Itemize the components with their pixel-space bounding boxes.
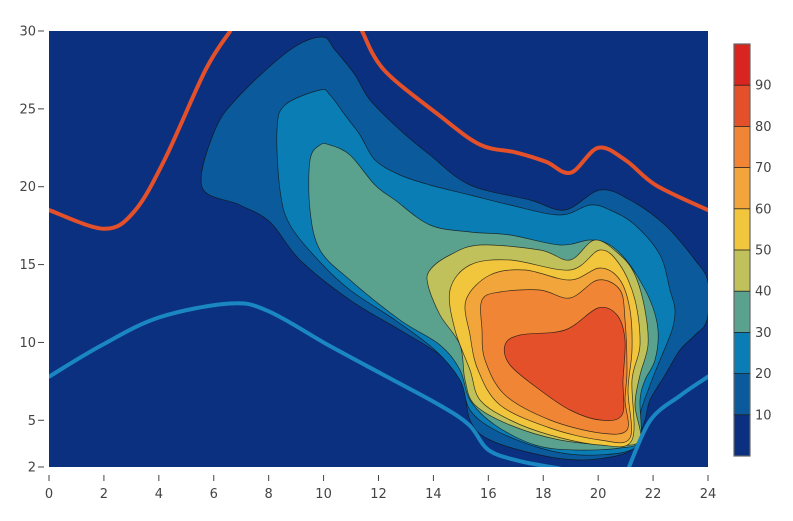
colorbar-tick-label: 80 (755, 120, 772, 135)
colorbar-tick-label: 10 (755, 408, 772, 423)
y-tick-label: 25 (19, 102, 36, 117)
y-tick-label: 30 (19, 25, 36, 40)
colorbar-tick-label: 90 (755, 79, 772, 94)
x-tick-label: 20 (590, 487, 607, 502)
contour-regions (200, 36, 708, 461)
colorbar: 10 20 30 40 50 60 70 80 90 (733, 43, 772, 457)
y-tick-label: 5 (28, 414, 36, 429)
x-tick-label: 18 (535, 487, 552, 502)
line-series (49, 31, 708, 467)
colorbar-band (734, 85, 750, 127)
upper-bound-line-segment-1 (49, 31, 233, 231)
colorbar-tick-label: 60 (755, 202, 772, 217)
colorbar-band (734, 291, 750, 333)
x-tick-label: 24 (700, 487, 717, 502)
colorbar-tick-label: 70 (755, 161, 772, 176)
colorbar-band (734, 44, 750, 86)
y-tick-label: 20 (19, 180, 36, 195)
colorbar-band (734, 414, 750, 456)
upper-bound-line-segment-2 (360, 31, 708, 213)
colorbar-band (734, 208, 750, 250)
x-tick-label: 12 (370, 487, 387, 502)
x-axis: 0 2 4 6 8 10 12 14 16 18 20 22 24 (45, 475, 716, 502)
lower-bound-line-segment-1 (49, 301, 561, 467)
x-tick-label: 2 (100, 487, 108, 502)
lower-bound-line-segment-2 (626, 374, 708, 467)
y-tick-label: 10 (19, 336, 36, 351)
x-tick-label: 16 (480, 487, 497, 502)
x-tick-label: 6 (210, 487, 218, 502)
colorbar-tick-label: 50 (755, 244, 772, 259)
x-tick-label: 8 (265, 487, 273, 502)
colorbar-band (734, 126, 750, 168)
y-tick-label: 15 (19, 258, 36, 273)
x-tick-label: 14 (425, 487, 442, 502)
colorbar-tick-label: 40 (755, 285, 772, 300)
x-tick-label: 22 (645, 487, 662, 502)
colorbar-tick-label: 20 (755, 367, 772, 382)
x-tick-label: 10 (315, 487, 332, 502)
colorbar-band (734, 250, 750, 292)
x-tick-label: 0 (45, 487, 53, 502)
y-tick-label: 2 (28, 461, 36, 476)
contour-level-80 (503, 306, 626, 421)
x-tick-label: 4 (155, 487, 163, 502)
colorbar-tick-label: 30 (755, 326, 772, 341)
colorbar-band (734, 373, 750, 415)
colorbar-band (734, 167, 750, 209)
colorbar-band (734, 332, 750, 374)
